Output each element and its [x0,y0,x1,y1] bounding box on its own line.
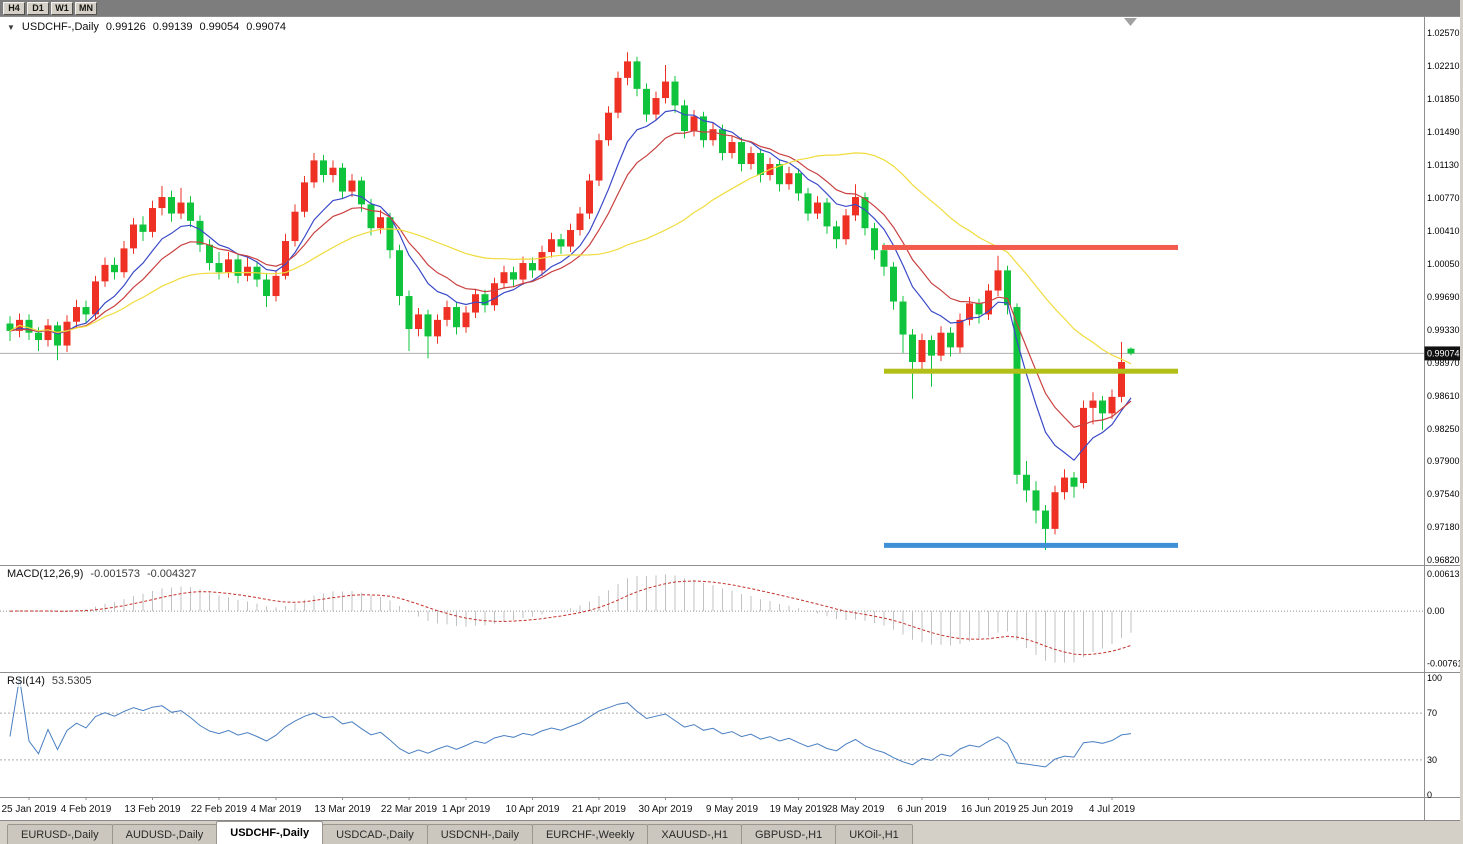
macd-main-value: -0.001573 [90,568,140,580]
macd-indicator-label: MACD(12,26,9) -0.001573 -0.004327 [7,568,197,580]
date-axis-label: 19 May 2019 [770,804,828,815]
rsi-name: RSI(14) [7,675,45,687]
ohlc-high: 0.99139 [152,21,193,33]
pivot-line-olive[interactable] [884,368,1178,374]
rsi-indicator-label: RSI(14) 53.5305 [7,675,92,687]
date-axis-label: 6 Jun 2019 [897,804,947,815]
price-axis-label: 0.97900 [1427,456,1460,466]
macd-axis-label: 0.00 [1427,606,1445,616]
timeframe-d1-button[interactable]: D1 [27,1,49,15]
chart-shift-marker-icon[interactable] [1124,18,1137,26]
macd-axis-label: 0.00613 [1427,569,1460,579]
price-axis-label: 1.00410 [1427,226,1460,236]
price-axis-label: 1.01130 [1427,160,1459,170]
collapse-chart-icon[interactable]: ▼ [7,22,15,32]
macd-name: MACD(12,26,9) [7,568,84,580]
ohlc-close: 0.99074 [246,21,286,33]
date-axis-label: 13 Feb 2019 [124,804,181,815]
date-axis-label: 25 Jun 2019 [1018,804,1073,815]
date-axis-label: 1 Apr 2019 [442,804,491,815]
date-axis-label: 22 Feb 2019 [191,804,248,815]
rsi-line [9,677,1132,768]
chart-tab-eurchf-weekly[interactable]: EURCHF-,Weekly [531,824,649,844]
chart-info-line: ▼ USDCHF-,Daily 0.99126 0.99139 0.99054 … [7,21,286,33]
date-axis-label: 4 Feb 2019 [61,804,112,815]
date-axis-label: 22 Mar 2019 [381,804,438,815]
price-axis-label: 1.02210 [1427,61,1460,71]
macd-histogram [19,574,1132,663]
current-price-badge [1424,346,1460,361]
chart-tab-usdchf-daily[interactable]: USDCHF-,Daily [216,821,324,844]
timeframe-h4-button[interactable]: H4 [3,1,25,15]
date-axis-label: 9 May 2019 [706,804,759,815]
price-axis-label: 0.96820 [1427,555,1460,565]
macd-signal-value: -0.004327 [146,568,197,580]
macd-axis-label: -0.00761 [1427,659,1463,669]
price-axis-label: 1.01490 [1427,127,1460,137]
chart-tab-xauusd-h1[interactable]: XAUUSD-,H1 [647,824,742,844]
rsi-axis-label: 70 [1427,708,1437,718]
rsi-axis-label: 100 [1427,673,1442,683]
candles [6,52,1135,550]
chart-tab-ukoil-h1[interactable]: UKOil-,H1 [835,824,913,844]
chart-tabs-bar: EURUSD-,Daily AUDUSD-,Daily USDCHF-,Daily U… [0,820,1460,844]
price-axis-label: 1.02570 [1427,28,1460,38]
price-axis-label: 0.98970 [1427,358,1460,368]
rsi-axis-label: 30 [1427,755,1437,765]
periodicity-toolbar: H4 D1 W1 MN [0,0,1460,16]
date-axis-label: 21 Apr 2019 [572,804,626,815]
chart-tab-gbpusd-h1[interactable]: GBPUSD-,H1 [741,824,837,844]
date-axis-label: 16 Jun 2019 [961,804,1016,815]
ma-mid-red [9,130,1132,428]
price-axis-label: 1.00050 [1427,259,1460,269]
ohlc-open: 0.99126 [105,21,146,33]
date-axis-label: 25 Jan 2019 [1,804,56,815]
symbol-timeframe-label: USDCHF-,Daily [21,21,99,33]
chart-tab-audusd-daily[interactable]: AUDUSD-,Daily [111,824,218,844]
price-chart-svg: 1.02570 1.02210 1.01850 1.01490 1.01130 1.007… [0,16,1463,820]
price-axis-label: 0.98610 [1427,391,1460,401]
rsi-value: 53.5305 [51,675,92,687]
resistance-line-red[interactable] [882,244,1178,250]
chart-tab-eurusd-daily[interactable]: EURUSD-,Daily [7,824,113,844]
chart-tab-usdcad-daily[interactable]: USDCAD-,Daily [322,824,428,844]
chart-tab-usdcnh-daily[interactable]: USDCNH-,Daily [426,824,533,844]
price-axis-label: 0.98250 [1427,424,1460,434]
date-axis-label: 13 Mar 2019 [314,804,371,815]
price-axis-label: 0.99330 [1427,325,1460,335]
macd-signal-line [9,580,1132,656]
date-axis-label: 28 May 2019 [827,804,885,815]
price-axis-label: 0.97180 [1427,522,1460,532]
current-price-badge-text: 0.99074 [1427,348,1460,358]
price-axis-label: 0.97540 [1427,489,1460,499]
date-axis-label: 30 Apr 2019 [639,804,693,815]
ma-slow-yellow [9,152,1132,365]
ohlc-low: 0.99054 [199,21,240,33]
rsi-axis-label: 0 [1427,790,1432,800]
date-axis-label: 4 Jul 2019 [1089,804,1136,815]
price-axis-label: 1.00770 [1427,193,1460,203]
support-line-blue[interactable] [884,542,1178,548]
price-axis-label: 0.99690 [1427,292,1460,302]
date-axis-label: 10 Apr 2019 [506,804,560,815]
price-axis-label: 1.01850 [1427,94,1460,104]
timeframe-mn-button[interactable]: MN [75,1,97,15]
timeframe-w1-button[interactable]: W1 [51,1,73,15]
ma-fast-blue [9,109,1132,462]
date-axis-label: 4 Mar 2019 [251,804,302,815]
